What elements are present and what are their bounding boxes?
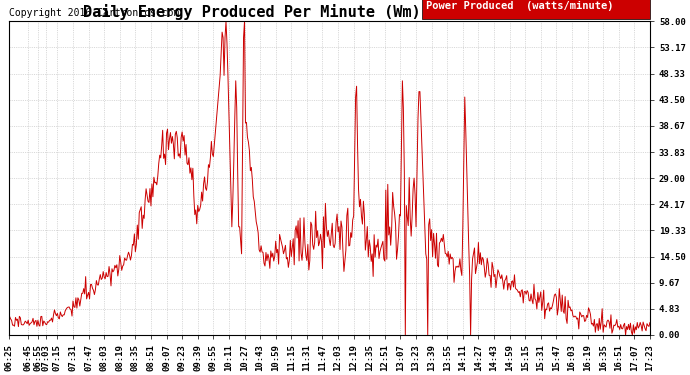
Text: Power Produced  (watts/minute): Power Produced (watts/minute) xyxy=(426,2,613,11)
Text: Copyright 2016 Cartronics.com: Copyright 2016 Cartronics.com xyxy=(9,8,179,18)
Title: Daily Energy Produced Per Minute (Wm) Fri Feb 26 17:24: Daily Energy Produced Per Minute (Wm) Fr… xyxy=(83,4,575,20)
